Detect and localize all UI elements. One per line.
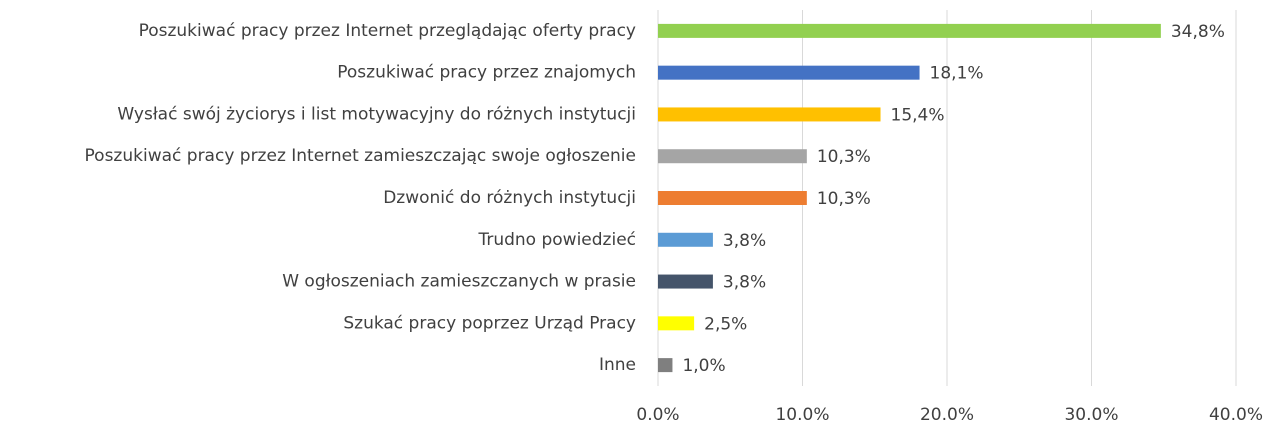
data-label: 10,3% xyxy=(817,189,871,209)
y-tick-label: W ogłoszeniach zamieszczanych w prasie xyxy=(282,272,636,292)
bar xyxy=(658,358,673,373)
data-label: 3,8% xyxy=(723,273,766,293)
x-tick-label: 20.0% xyxy=(920,405,974,425)
bar xyxy=(658,232,713,247)
y-tick-label: Poszukiwać pracy przez znajomych xyxy=(337,63,636,83)
data-label: 10,3% xyxy=(817,147,871,167)
data-label: 34,8% xyxy=(1171,22,1225,42)
y-tick-label: Szukać pracy poprzez Urząd Pracy xyxy=(343,313,636,333)
x-tick-label: 10.0% xyxy=(775,405,829,425)
data-label: 1,0% xyxy=(682,356,725,376)
y-tick-label: Poszukiwać pracy przez Internet przegląd… xyxy=(139,21,636,41)
x-tick-label: 0.0% xyxy=(636,405,679,425)
data-label: 2,5% xyxy=(704,314,747,334)
x-tick-label: 40.0% xyxy=(1209,405,1263,425)
bar xyxy=(658,23,1161,38)
bar xyxy=(658,191,807,205)
y-tick-label: Inne xyxy=(599,355,636,375)
x-tick-label: 30.0% xyxy=(1064,405,1118,425)
y-tick-label: Poszukiwać pracy przez Internet zamieszc… xyxy=(85,146,636,166)
y-tick-label: Wysłać swój życiorys i list motywacyjny … xyxy=(117,104,636,124)
bar xyxy=(658,274,713,289)
bar xyxy=(658,149,807,164)
bar xyxy=(658,107,881,122)
data-label: 3,8% xyxy=(723,231,766,251)
bar xyxy=(658,65,920,80)
y-tick-label: Dzwonić do różnych instytucji xyxy=(383,188,636,208)
y-tick-label: Trudno powiedzieć xyxy=(477,230,636,250)
bar xyxy=(658,316,695,331)
data-label: 18,1% xyxy=(930,64,984,84)
data-label: 15,4% xyxy=(891,105,945,125)
